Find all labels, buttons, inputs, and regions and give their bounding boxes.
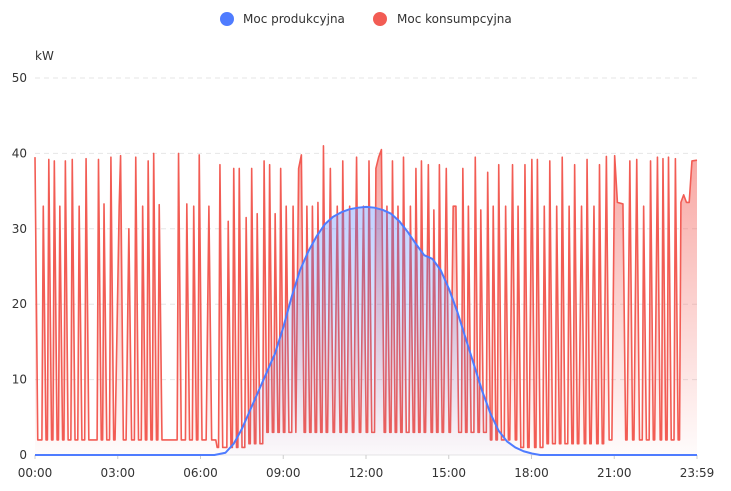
y-tick-label: 50: [12, 71, 27, 85]
x-tick-label: 12:00: [349, 466, 384, 480]
legend: Moc produkcyjna Moc konsumpcyjna: [220, 12, 512, 26]
legend-marker-production: [220, 12, 234, 26]
y-axis-unit: kW: [35, 49, 54, 63]
legend-item-consumption[interactable]: Moc konsumpcyjna: [373, 12, 512, 26]
y-axis-ticks: 0 10 20 30 40 50: [12, 71, 27, 462]
x-tick-label: 21:00: [597, 466, 632, 480]
x-tick-label: 03:00: [100, 466, 135, 480]
plot-area: [35, 146, 697, 455]
power-chart: Moc produkcyjna Moc konsumpcyjna kW 0 10 2…: [0, 0, 731, 491]
y-tick-label: 10: [12, 373, 27, 387]
y-tick-label: 30: [12, 222, 27, 236]
x-tick-label: 18:00: [514, 466, 549, 480]
x-tick-label: 15:00: [431, 466, 466, 480]
chart-container: Moc produkcyjna Moc konsumpcyjna kW 0 10 2…: [0, 0, 731, 491]
x-tick-label: 00:00: [18, 466, 53, 480]
legend-label-production: Moc produkcyjna: [243, 12, 345, 26]
x-axis-ticks: 00:00 03:00 06:00 09:00 12:00 15:00 18:00 21:00…: [18, 455, 715, 480]
y-tick-label: 20: [12, 297, 27, 311]
x-tick-label: 06:00: [183, 466, 218, 480]
x-tick-label: 09:00: [266, 466, 301, 480]
legend-label-consumption: Moc konsumpcyjna: [397, 12, 512, 26]
y-tick-label: 40: [12, 146, 27, 160]
legend-item-production[interactable]: Moc produkcyjna: [220, 12, 345, 26]
legend-marker-consumption: [373, 12, 387, 26]
x-tick-label: 23:59: [680, 466, 715, 480]
y-tick-label: 0: [19, 448, 27, 462]
